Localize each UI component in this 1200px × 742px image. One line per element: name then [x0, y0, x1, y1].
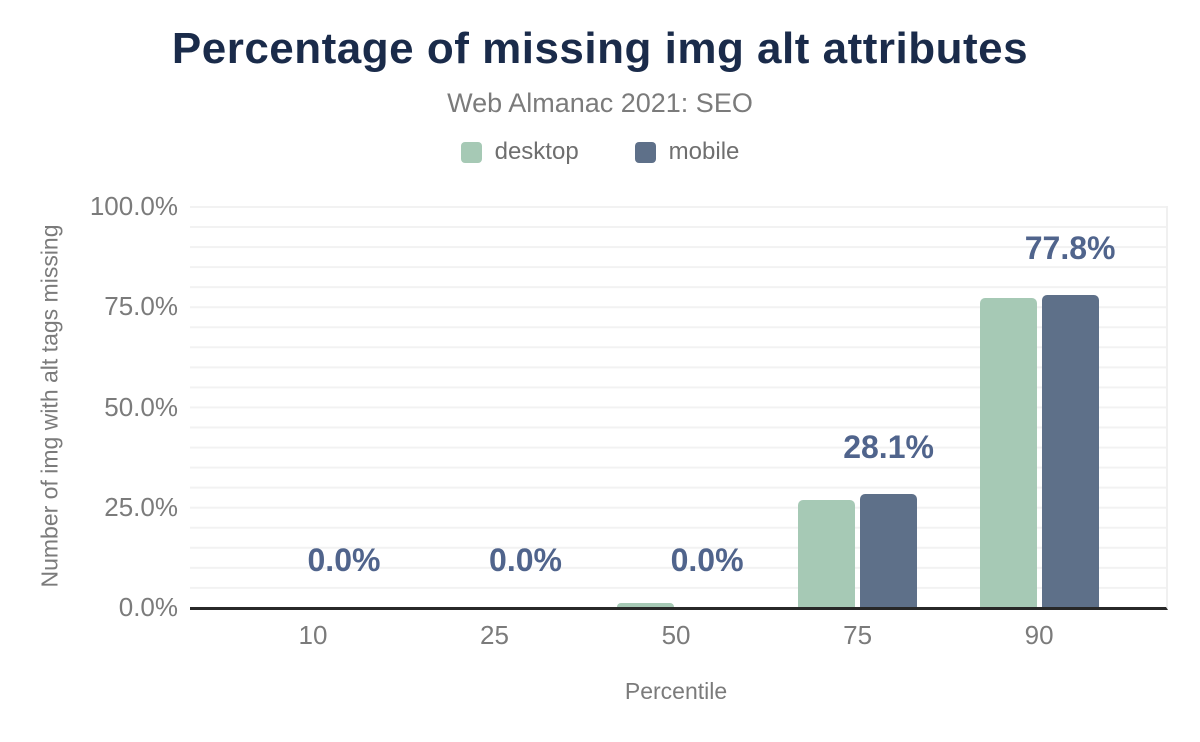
data-label: 28.1%: [843, 429, 934, 466]
chart-subtitle: Web Almanac 2021: SEO: [447, 88, 753, 118]
y-tick-label: 0.0%: [118, 592, 178, 622]
legend-label-mobile: mobile: [668, 138, 740, 165]
legend-item-mobile[interactable]: mobile: [634, 138, 740, 166]
x-tick-label: 90: [1024, 620, 1054, 650]
y-tick-label: 50.0%: [104, 391, 178, 422]
bar-desktop: [979, 297, 1037, 607]
data-label: 77.8%: [1024, 230, 1116, 267]
mobile-swatch-icon: [634, 141, 656, 163]
bar-mobile: [1041, 295, 1099, 607]
plot-area: 0.0% 0.0% 0.0% 28.1% 77.8%: [190, 206, 1168, 610]
legend-label-desktop: desktop: [494, 138, 579, 165]
bar-desktop: [616, 602, 674, 607]
x-axis-title: Percentile: [624, 678, 728, 704]
legend: desktop mobile: [0, 138, 1200, 166]
x-tick-label: 50: [661, 620, 691, 650]
x-tick-label: 10: [298, 620, 328, 650]
data-label: 0.0%: [670, 542, 744, 578]
data-label: 0.0%: [489, 542, 562, 578]
bar-mobile: [860, 494, 918, 607]
x-tick-label: 75: [843, 620, 873, 650]
bar-desktop: [798, 499, 856, 607]
y-tick-label: 100.0%: [89, 191, 178, 221]
y-tick-label: 75.0%: [104, 291, 178, 322]
y-tick-label: 25.0%: [104, 491, 178, 522]
legend-item-desktop[interactable]: desktop: [460, 138, 579, 166]
data-label: 0.0%: [307, 542, 381, 578]
x-tick-label: 25: [480, 620, 509, 650]
desktop-swatch-icon: [460, 141, 482, 163]
chart-title: Percentage of missing img alt attributes: [171, 24, 1029, 73]
